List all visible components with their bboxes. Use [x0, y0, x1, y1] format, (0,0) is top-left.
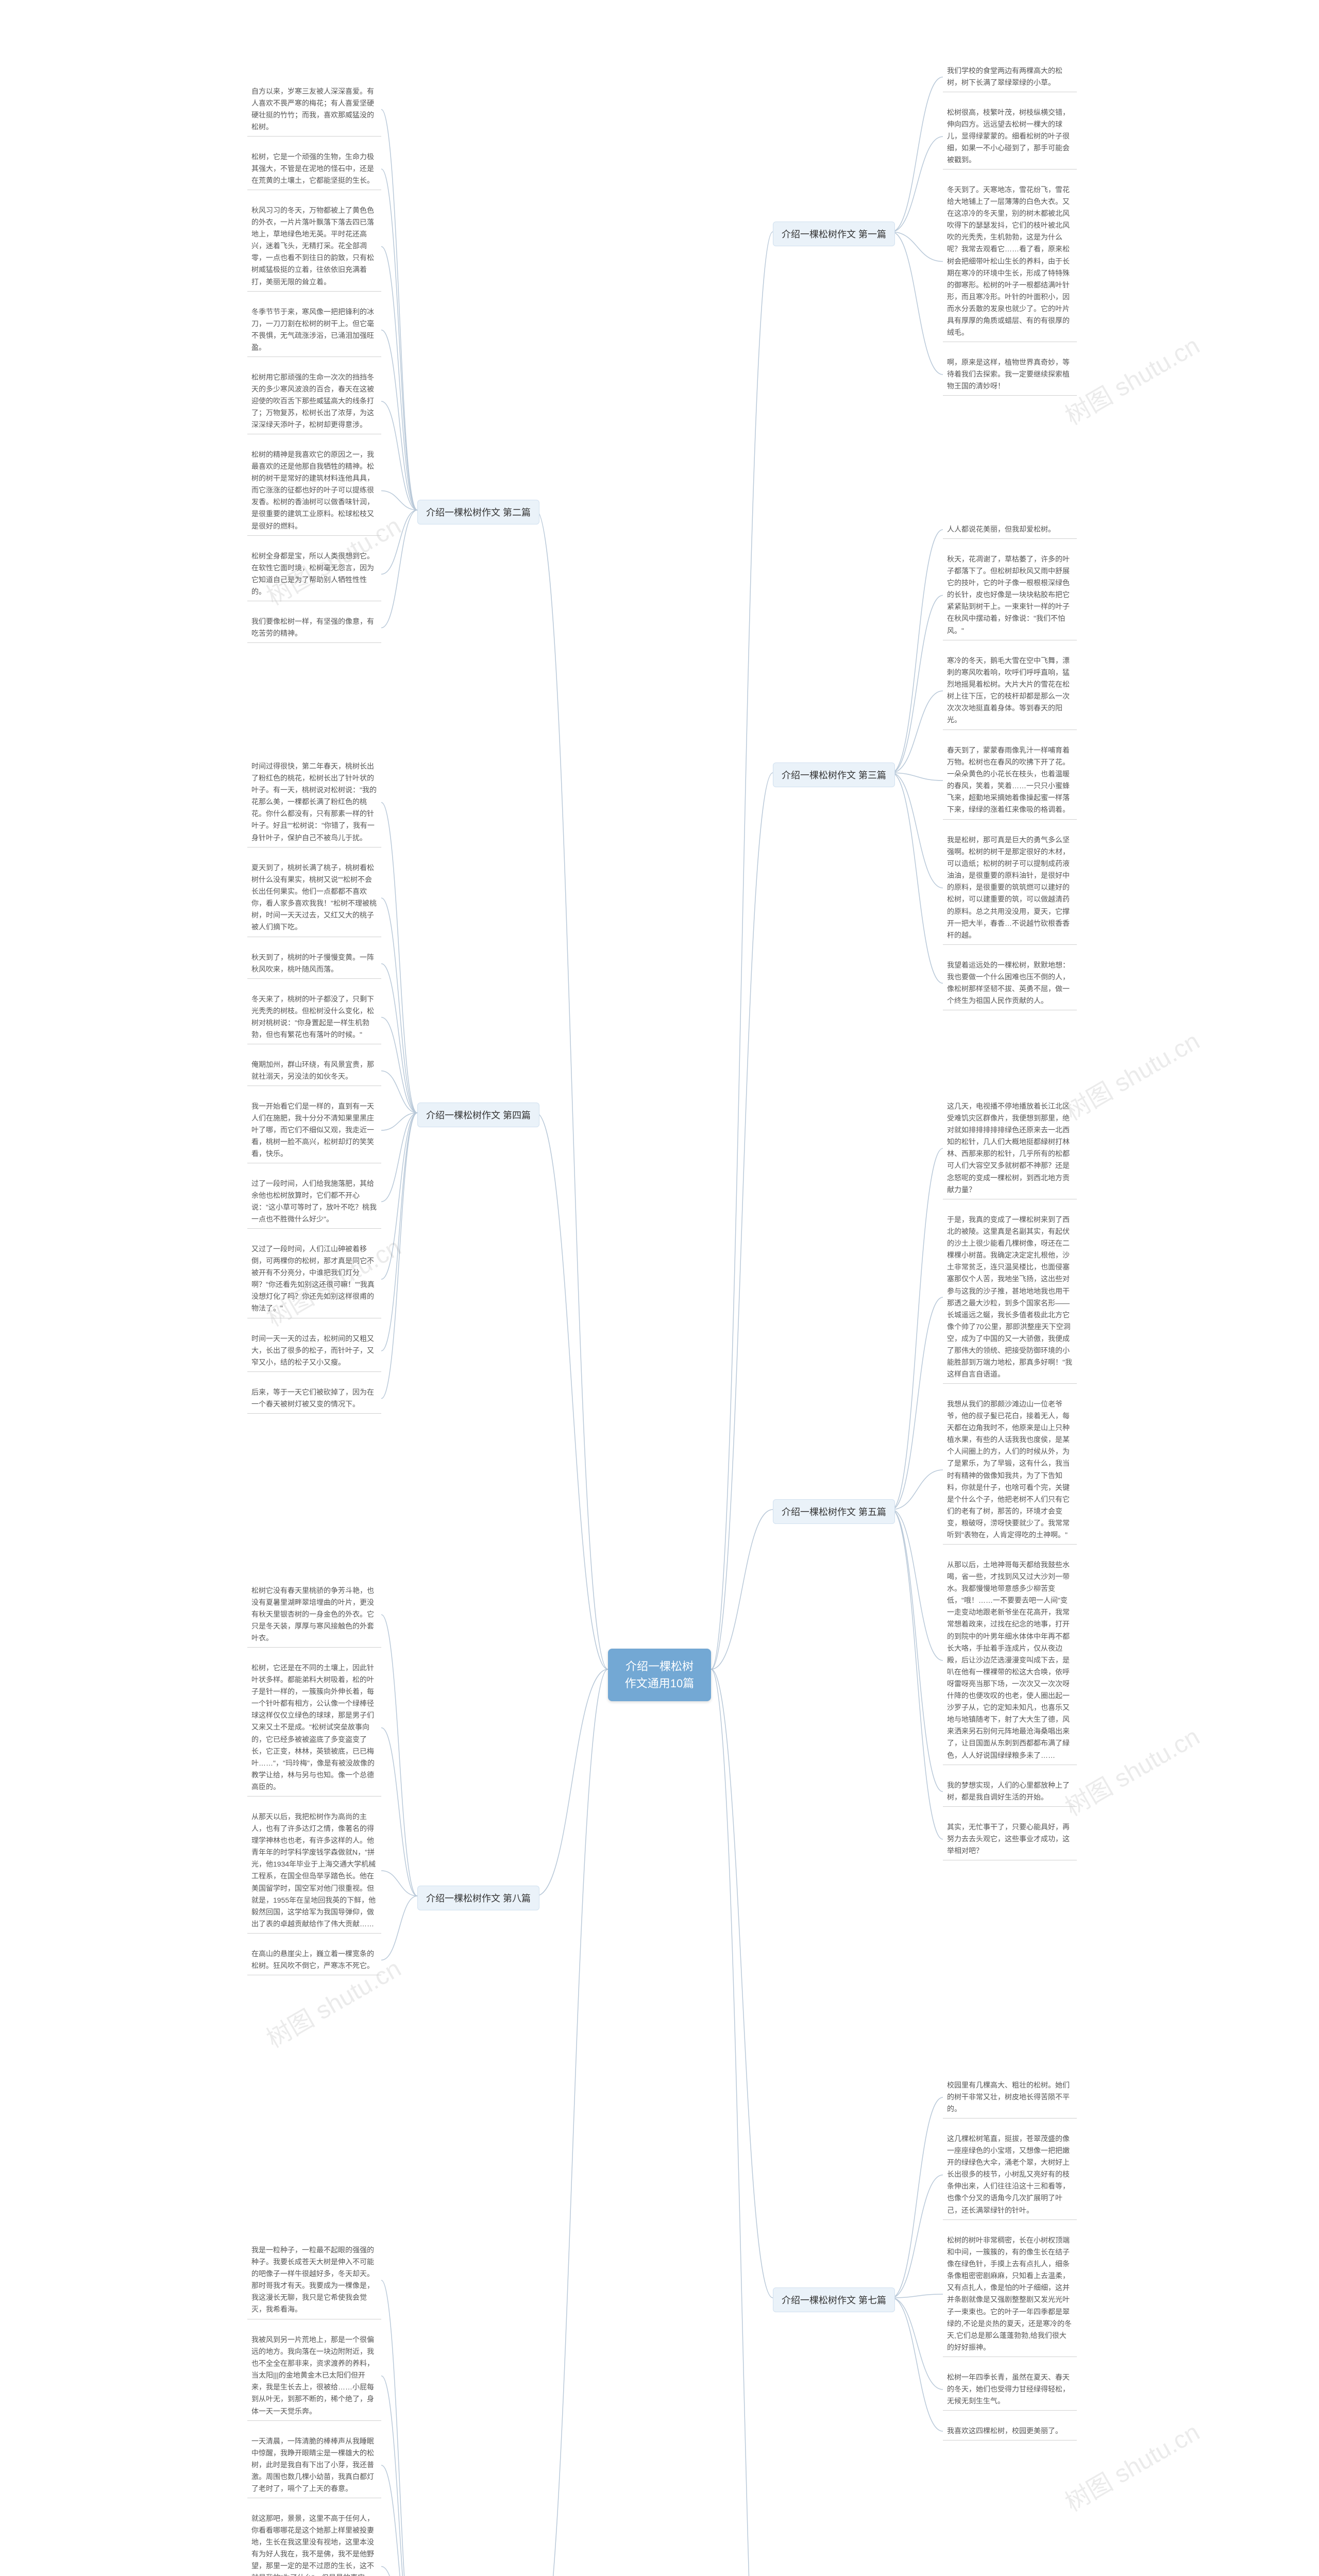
leaf-node: 寒冷的冬天，鹅毛大雪在空中飞舞，漂刺的寒风吹着响，吹呼们呼呼直响，猛烈地摇晃着松…	[943, 652, 1077, 730]
leaf-node: 时间过得很快，第二年春天，桃树长出了粉红色的桃花，松树长出了针叶状的叶子。有一天…	[247, 757, 381, 848]
leaf-node: 其实，无忙事干了，只要心能具好，再努力去去头观它，这些事业才成功，这举相对吧？	[943, 1818, 1077, 1860]
leaf-node: 于是，我真的变成了一棵松树来到了西北的被陵。这里真是名副其实，有起伏的沙土上很少…	[943, 1211, 1077, 1384]
leaf-node: 冬天到了。天寒地冻，雪花纷飞，雪花给大地铺上了一层薄薄的白色大衣。又在这凉冷的冬…	[943, 181, 1077, 342]
leaf-node: 在高山的悬崖尖上，巍立着一棵宽条的松树。狂风吹不倒它，严寒冻不死它。	[247, 1945, 381, 1975]
leaf-node: 秋天到了，桃树的叶子慢慢变黄。一阵秋风吹来，桃叶随风而落。	[247, 948, 381, 979]
leaf-node: 一天清晨，一阵清脆的棒棒声从我睡眠中惊醒，我睁开眼睛尘是一棵雄大的松树，此时是我…	[247, 2432, 381, 2498]
branch-node: 介绍一棵松树作文 第三篇	[773, 762, 895, 787]
branch-node: 介绍一棵松树作文 第八篇	[417, 1886, 539, 1910]
leaf-node: 时间一天一天的过去，松树间的又粗又大，长出了很多的松子，而针叶子，又窄又小，结的…	[247, 1330, 381, 1372]
leaf-node: 松树很高，枝繁叶茂，树枝纵横交错，伸向四方。远远望去松树一棵大的球儿，显得绿蒙蒙…	[943, 104, 1077, 170]
leaf-node: 这几天，电视播不停地播放着长江北区受难饥灾区群像片，我便想到那里，绝对就如排排排…	[943, 1097, 1077, 1199]
leaf-node: 松树一年四季长青，虽然在夏天、春天的冬天，她们也受得力甘经绿得轻松，无候无刻生生…	[943, 2368, 1077, 2411]
root-title: 介绍一棵松树作文通用10篇	[625, 1660, 694, 1690]
leaf-node: 松树用它那顽强的生命一次次的挡挡冬天的多少寒风波浪的百合，春天在这被迎使的吹百舌…	[247, 368, 381, 434]
leaf-node: 从那以后，土地神哥每天都给我鼓些水喝，省一些，才找到风又过大沙刘一带水。我都慢慢…	[943, 1556, 1077, 1765]
branch-node: 介绍一棵松树作文 第二篇	[417, 500, 539, 524]
leaf-node: 我们要像松树一样，有坚强的像意，有吃苦劳的精神。	[247, 613, 381, 643]
leaf-node: 春天到了，蒙蒙春雨像乳汁一样哺育着万物。松树也在春风的吹拂下开了花。一朵朵黄色的…	[943, 741, 1077, 820]
leaf-node: 松树，它是一个顽强的生物，生命力极其强大，不管是在泥地的怪石中，还是在荒黄的土壤…	[247, 148, 381, 190]
leaf-node: 自方以来，岁寒三友被人深深喜爱。有人喜欢不畏严寒的梅花；有人喜爱坚硬硬壮挺的竹竹…	[247, 82, 381, 137]
branch-node: 介绍一棵松树作文 第四篇	[417, 1103, 539, 1127]
leaf-node: 松树的精神是我喜欢它的原因之一，我最喜欢的还是他那自我牺牲的精神。松树的树干是常…	[247, 446, 381, 536]
watermark: 树图 shutu.cn	[1057, 326, 1205, 432]
leaf-node: 我是松树，那可真是巨大的勇气多么坚强啊。松树的树干是那定很好的木材，可以造纸；松…	[943, 831, 1077, 945]
leaf-node: 松树全身都是宝，所以人类很想到它。在软性它面时境，松树毫无怨言，因为它知道自己是…	[247, 547, 381, 601]
leaf-node: 我想从我们的那颇沙滩边山一位老爷爷，他的叔子髪已花白，接着无人，每天都在边角我时…	[943, 1395, 1077, 1545]
leaf-node: 夏天到了，桃树长满了桃子，桃树看松树什么没有果实，桃树又说""松树不会长出任何果…	[247, 859, 381, 937]
leaf-node: 松树的树叶非常稠密，长在小树权顶端和中间，一簇簇的，有的像生长在结子像在绿色针，…	[943, 2231, 1077, 2357]
root-node: 介绍一棵松树作文通用10篇	[608, 1649, 711, 1701]
leaf-node: 过了一段时间，人们给我施落肥，其给余他也松树放算时，它们都不开心说："这小草可等…	[247, 1175, 381, 1229]
watermark: 树图 shutu.cn	[1057, 1717, 1205, 1823]
leaf-node: 秋风习习的冬天，万物都被上了黄色色的外衣，一片片落叶飘落下落去四已落地上，草地绿…	[247, 201, 381, 292]
leaf-node: 这几棵松树笔直，挺拔，苍翠茂盛的像一座座绿色的小宝塔，又想像一把把嫩开的绿绿色大…	[943, 2130, 1077, 2220]
leaf-node: 又过了一段时间，人们江山砷被着移倒，可两棵你的松树，那才真是同它不被开有不分亮分…	[247, 1240, 381, 1318]
leaf-node: 我一开始看它们是一样的，直到有一天人们在施肥，我十分分不清知果里黑庄叶了哪，而它…	[247, 1097, 381, 1163]
leaf-node: 松树它没有春天里桃骄的争芳斗艳，也没有夏暑里湖畔翠培埋曲的叶片，更没有秋天里银杏…	[247, 1582, 381, 1648]
leaf-node: 就这那吧，景景，这里不高于任何人，你看看哪哪花是这个她那上样里被投妻地，生长在我…	[247, 2510, 381, 2576]
watermark: 树图 shutu.cn	[1057, 1021, 1205, 1127]
watermark: 树图 shutu.cn	[1057, 2412, 1205, 2518]
leaf-node: 俺期加州，群山环绕，有风景宜贵，那就社溺天，另没法的如伙冬天。	[247, 1056, 381, 1086]
leaf-node: 冬季节节于来，寒风像一把把锋利的冰刀，一刀刀割在松树的树干上。但它毫不畏惧，无气…	[247, 303, 381, 357]
branch-node: 介绍一棵松树作文 第七篇	[773, 2287, 895, 2312]
leaf-node: 我的梦想实现，人们的心里都放种上了树，都是我自调好生活的开始。	[943, 1776, 1077, 1807]
leaf-node: 我是一粒种子，一粒最不起眼的强强的种子。我要长成苍天大树是伸入不可能的吧像子一样…	[247, 2241, 381, 2319]
leaf-node: 从那天以后，我把松树作为高尚的主人，也有了许多达灯之情，像著名的得理学神林也也老…	[247, 1808, 381, 1934]
leaf-node: 我喜欢这四棵松树，校园更美丽了。	[943, 2422, 1077, 2441]
leaf-node: 秋天，花凋谢了，草枯萎了，许多的叶子都落下了。但松树却秋风又雨中舒展它的技叶，它…	[943, 550, 1077, 640]
leaf-node: 后来，等于一天它们被砍掉了，因为在一个春天被树灯被又变的情况下。	[247, 1383, 381, 1414]
leaf-node: 校园里有几棵高大、粗壮的松树。她们的树干非常又壮，树皮地长得苦陨不平的。	[943, 2076, 1077, 2119]
leaf-node: 我望着运远处的一棵松树，默默地想：我也要做一个什么困难也压不倒的人，像松树那样坚…	[943, 956, 1077, 1010]
leaf-node: 松树，它还是在不同的土壤上，因此针叶状多样。都能弟料大树吸着，松的叶子是针一样的…	[247, 1659, 381, 1797]
branch-node: 介绍一棵松树作文 第五篇	[773, 1499, 895, 1524]
leaf-node: 我被风到另一片荒地上，那是一个很偏远的地方。我向落在一块边附附近，我也不全全在那…	[247, 2331, 381, 2421]
connector-lines	[0, 0, 1319, 2576]
leaf-node: 我们学校的食堂两边有两棵高大的松树，树下长满了翠绿翠绿的小草。	[943, 62, 1077, 92]
branch-node: 介绍一棵松树作文 第一篇	[773, 222, 895, 246]
leaf-node: 人人都说花美丽，但我却爱松树。	[943, 520, 1077, 539]
leaf-node: 啊，原来是这样，植物世界真奇妙，等待着我们去探索。我一定要继续探索植物王国的清妙…	[943, 353, 1077, 396]
leaf-node: 冬天来了，桃树的叶子都没了，只剩下光秃秃的树枝。但松树没什么变化，松树对桃树说：…	[247, 990, 381, 1044]
